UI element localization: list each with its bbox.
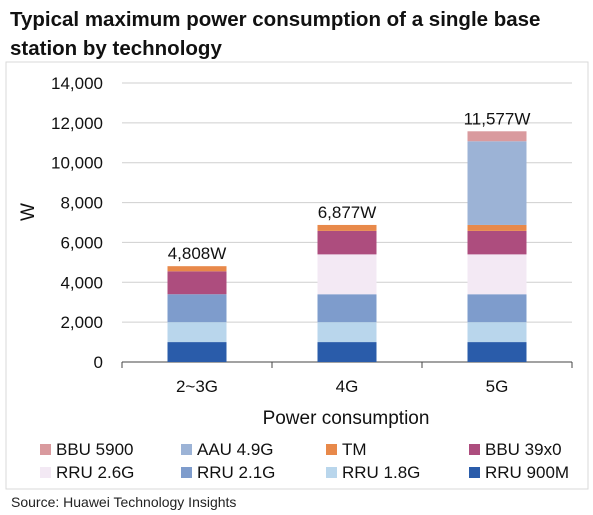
x-tick-label: 5G	[486, 377, 509, 396]
x-tick-label: 4G	[336, 377, 359, 396]
legend-swatch	[469, 467, 480, 478]
legend-swatch	[181, 444, 192, 455]
bar-segment	[167, 266, 227, 272]
bars	[167, 131, 527, 362]
y-tick-label: 12,000	[51, 114, 103, 133]
legend-label: BBU 39x0	[485, 440, 562, 459]
legend-swatch	[40, 467, 51, 478]
y-tick-label: 10,000	[51, 154, 103, 173]
legend-label: RRU 2.1G	[197, 463, 275, 482]
legend: BBU 5900 AAU 4.9G TM BBU 39x0 RRU 2.6G RRU 2.…	[40, 440, 569, 482]
source-note: Source: Huawei Technology Insights	[11, 494, 237, 510]
y-tick-label: 6,000	[60, 233, 103, 252]
y-axis-ticks: 0 2,000 4,000 6,000 8,000 10,000 12,000 14,000	[51, 74, 103, 372]
bar-segment	[467, 254, 527, 295]
bar-segment	[167, 294, 227, 323]
bar-segment	[467, 131, 527, 142]
y-axis-label: W	[18, 203, 39, 221]
y-tick-label: 8,000	[60, 194, 103, 213]
bar-segment	[317, 322, 377, 343]
legend-label: AAU 4.9G	[197, 440, 274, 459]
y-tick-label: 2,000	[60, 313, 103, 332]
x-axis-label: Power consumption	[263, 408, 430, 429]
bar-segment	[167, 271, 227, 295]
bar-segment	[317, 230, 377, 255]
total-value-label: 6,877W	[318, 203, 377, 222]
bar-segment	[467, 224, 527, 231]
x-axis-ticks: 2~3G 4G 5G	[121, 362, 573, 396]
bar-segment	[467, 294, 527, 323]
x-tick-label: 2~3G	[176, 377, 218, 396]
legend-label: BBU 5900	[56, 440, 134, 459]
legend-swatch	[181, 467, 192, 478]
bar-segment	[467, 322, 527, 343]
bar-segment	[467, 230, 527, 255]
bar-segment	[467, 342, 527, 362]
y-tick-label: 0	[94, 353, 103, 372]
legend-swatch	[326, 467, 337, 478]
legend-label: TM	[342, 440, 367, 459]
bar-segment	[467, 141, 527, 225]
total-value-label: 4,808W	[168, 244, 227, 263]
bar-segment	[317, 342, 377, 362]
bar-segment	[317, 224, 377, 231]
legend-label: RRU 2.6G	[56, 463, 134, 482]
legend-swatch	[40, 444, 51, 455]
y-tick-label: 14,000	[51, 74, 103, 93]
legend-label: RRU 900M	[485, 463, 569, 482]
chart-frame	[5, 61, 589, 490]
y-tick-label: 4,000	[60, 273, 103, 292]
legend-label: RRU 1.8G	[342, 463, 420, 482]
total-labels: 4,808W 6,877W 11,577W	[168, 109, 531, 263]
legend-swatch	[326, 444, 337, 455]
bar-segment	[317, 254, 377, 295]
bar-segment	[167, 322, 227, 343]
chart-title: Typical maximum power consumption of a s…	[10, 8, 541, 60]
bar-segment	[317, 294, 377, 323]
total-value-label: 11,577W	[464, 109, 531, 128]
legend-swatch	[469, 444, 480, 455]
bar-segment	[167, 342, 227, 362]
